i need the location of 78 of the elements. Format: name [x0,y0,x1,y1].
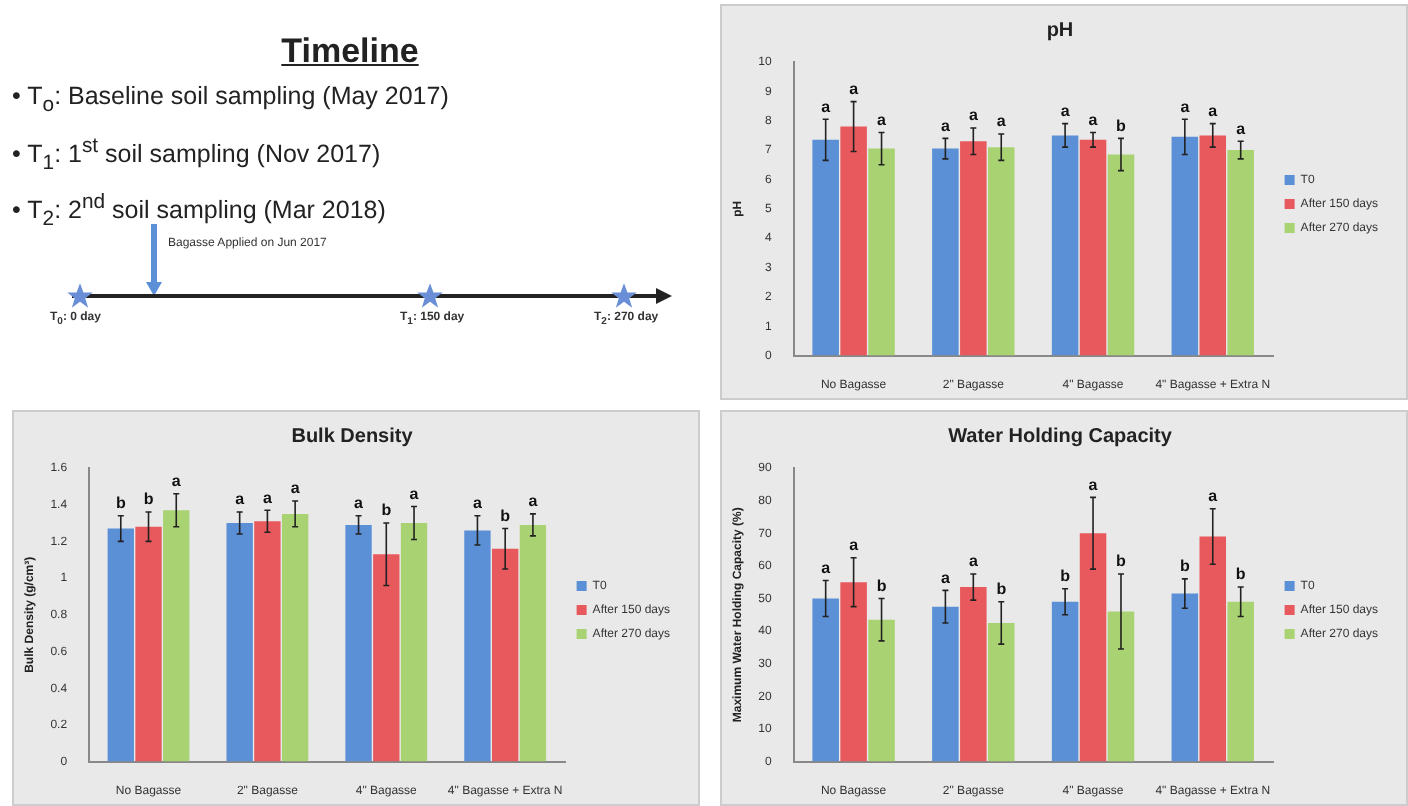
data-label: a [235,490,246,509]
bar [135,526,162,762]
text: • T$_{1}$: 1$^{st}$ soil sampling (Nov 2017) [12,133,383,179]
bar [226,523,253,762]
bar [281,513,309,762]
data-label: a [821,97,832,116]
bar [840,582,867,762]
data-label: b [1116,116,1127,135]
chart-title: pH [1046,19,1074,42]
bar [1107,611,1135,762]
bar [464,530,491,762]
bar [107,528,134,762]
data-label: a [1208,102,1219,121]
data-label: b [996,580,1007,599]
text: Timeline [279,32,421,72]
bar [932,148,959,356]
bar [1227,150,1254,356]
bar [868,148,895,356]
bar [932,606,959,762]
chart-title: Water Holding Capacity [948,425,1173,448]
data-label: a [354,494,365,513]
bar [519,524,547,762]
bar [492,548,519,762]
bar [254,521,281,762]
bar [960,141,987,356]
text: • T$_{o}$: Baseline soil sampling (May 2017) [12,80,449,121]
data-label: a [262,488,273,507]
bar [1199,536,1227,762]
data-label: b [500,506,511,525]
bar [812,598,839,762]
data-label: a [1060,102,1071,121]
bar [1079,533,1107,762]
data-label: a [1088,110,1099,129]
data-label: a [1208,487,1219,506]
chart-title: Bulk Density [291,425,414,448]
data-label: a [968,552,979,571]
data-label: b [381,501,392,520]
bar [960,587,987,762]
data-label: a [409,484,420,503]
data-label: a [1180,97,1191,116]
bar [987,147,1015,356]
data-label: a [1236,119,1247,138]
data-label: a [877,110,888,129]
data-label: b [1060,567,1071,586]
data-label: a [290,479,301,498]
data-label: a [849,80,860,99]
data-label: a [849,536,860,555]
data-label: b [115,494,126,513]
bar [987,622,1015,762]
bar [812,139,839,356]
bar [1107,154,1135,356]
data-label: a [472,494,483,513]
data-label: a [940,116,951,135]
bar [400,523,428,762]
data-label: b [1235,565,1246,584]
bar [1051,135,1079,356]
bar [345,524,372,762]
data-label: b [143,490,154,509]
data-label: b [1179,557,1190,576]
data-label: b [1116,552,1127,571]
data-label: a [968,106,979,125]
data-label: a [1088,475,1099,494]
bar [840,126,867,356]
bar [373,554,400,762]
data-label: a [171,472,182,491]
data-label: b [876,576,887,595]
data-label: a [821,558,832,577]
bar [1079,139,1107,356]
bar [1199,135,1227,356]
bar [1171,136,1199,356]
bar [1227,601,1254,762]
bar [1051,601,1079,762]
data-label: a [528,492,539,511]
data-label: a [940,568,951,587]
data-label: a [996,112,1007,131]
bar [1171,593,1199,762]
bar [163,510,190,762]
bar [868,619,895,762]
